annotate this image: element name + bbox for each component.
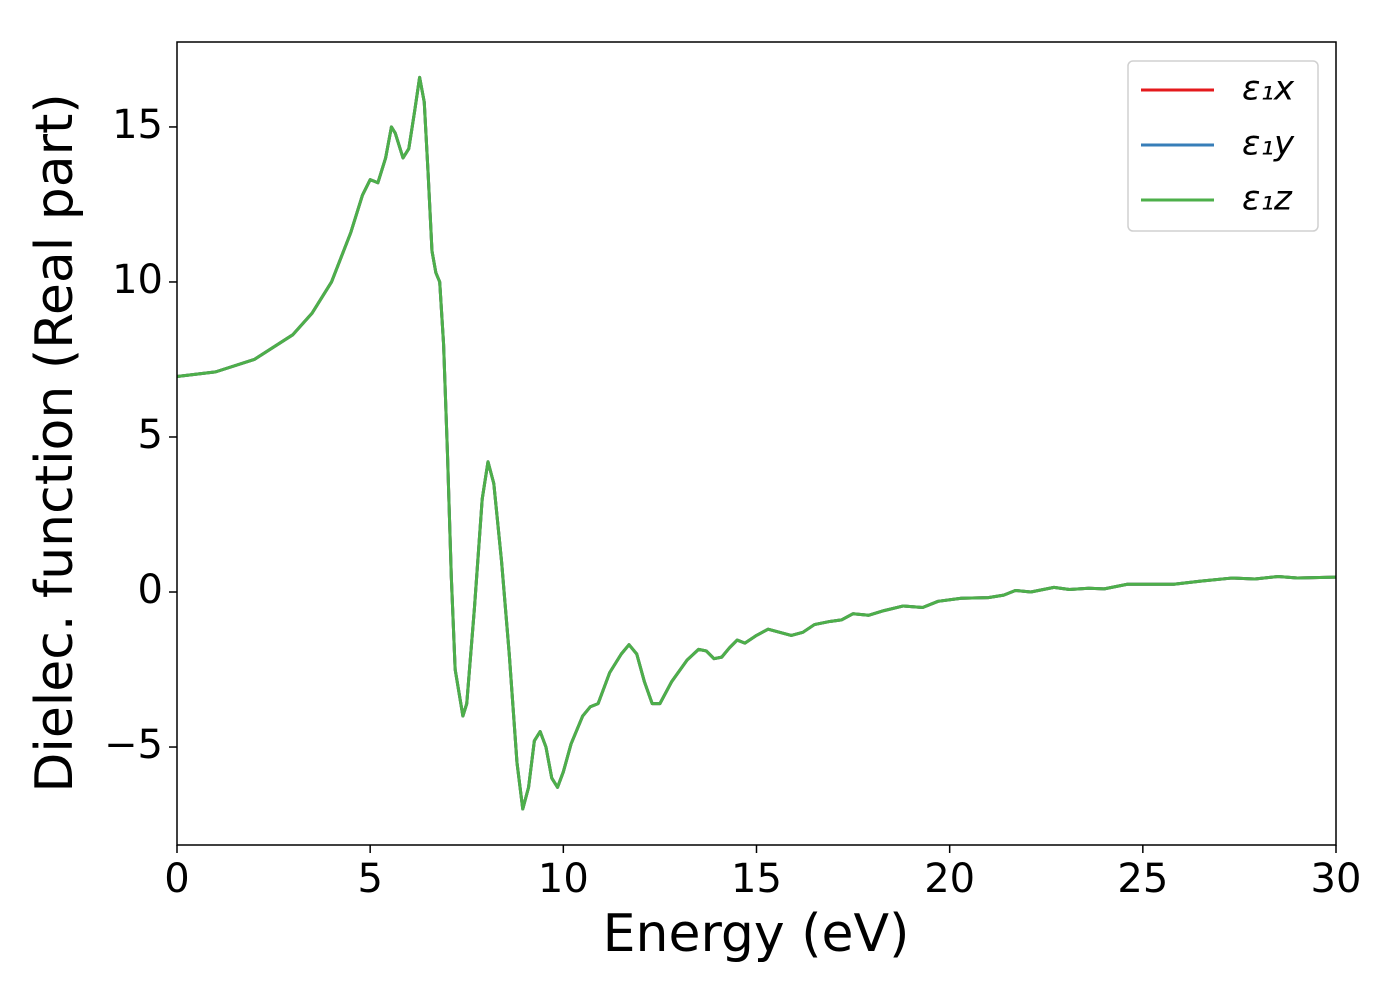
x-tick-label: 15 (731, 856, 782, 902)
x-tick-label: 5 (357, 856, 382, 902)
y-tick-label: 0 (138, 567, 163, 613)
data-line (176, 75, 1337, 811)
x-tick-label: 25 (1117, 856, 1168, 902)
x-tick-label: 30 (1311, 856, 1362, 902)
y-tick-label: −5 (104, 722, 163, 768)
legend-label: ε₁x (1242, 69, 1295, 109)
x-tick-label: 10 (538, 856, 589, 902)
legend-label: ε₁z (1242, 179, 1293, 219)
x-tick-label: 0 (164, 856, 189, 902)
y-tick-label: 5 (138, 412, 163, 458)
legend-box (1127, 60, 1319, 232)
x-axis-label: Energy (eV) (603, 904, 910, 964)
y-axis-label: Dielec. function (Real part) (25, 93, 85, 792)
x-tick-label: 20 (924, 856, 975, 902)
y-tick-label: 10 (112, 257, 163, 303)
legend-label: ε₁y (1242, 124, 1295, 164)
plot-frame (176, 41, 1337, 846)
y-tick-label: 15 (112, 102, 163, 148)
